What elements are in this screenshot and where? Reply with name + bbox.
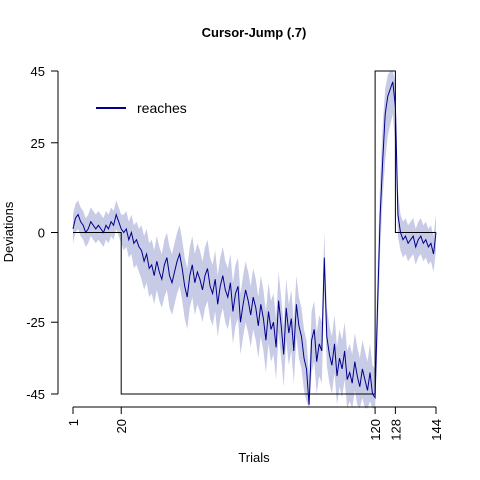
series-line-reaches [72,81,437,405]
legend: reaches [96,100,187,116]
plot-area [72,70,437,409]
y-tick-label-1: 25 [31,136,45,151]
series-confidence-band [73,71,436,409]
x-tick-label-4: 144 [429,419,444,441]
x-axis-ticks: 1 20 120 128 144 [66,407,444,441]
x-axis-label: Trials [238,450,270,465]
x-tick-label-0: 1 [66,419,81,426]
perturbation-schedule-line [73,70,436,395]
y-axis-label: Deviations [1,201,16,262]
y-tick-label-2: 0 [38,226,45,241]
y-axis: 45 25 0 -25 -45 [26,64,59,402]
x-axis: 1 20 120 128 144 [66,406,444,441]
y-tick-label-3: -25 [26,315,45,330]
x-tick-label-2: 120 [368,419,383,441]
y-tick-label-4: -45 [26,387,45,402]
x-tick-label-1: 20 [114,419,129,433]
chart-title: Cursor-Jump (.7) [202,25,307,40]
legend-label-reaches: reaches [137,100,187,116]
y-tick-label-0: 45 [31,64,45,79]
y-axis-ticks: 45 25 0 -25 -45 [26,64,58,402]
x-tick-label-3: 128 [388,419,403,441]
